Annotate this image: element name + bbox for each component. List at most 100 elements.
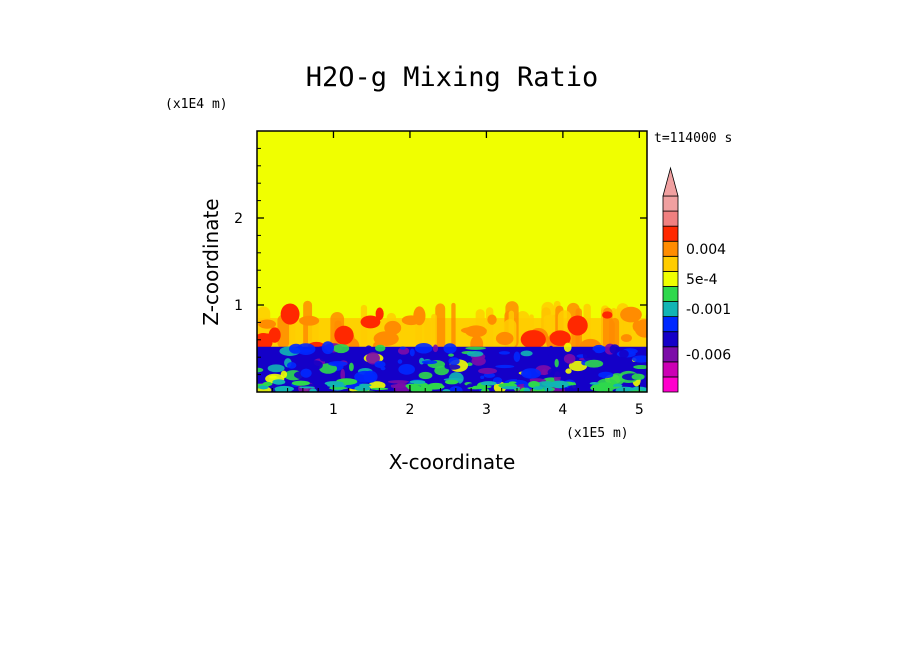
hot-spot <box>258 319 277 329</box>
y-scale-label: (x1E4 m) <box>165 97 228 112</box>
eddy <box>547 367 568 378</box>
surface-eddy <box>405 383 417 389</box>
eddy <box>432 344 439 353</box>
eddy <box>513 351 521 363</box>
eddy <box>288 343 304 354</box>
eddy <box>478 367 498 375</box>
x-tick-label: 2 <box>405 402 414 418</box>
y-tick-label: 2 <box>234 211 243 227</box>
eddy <box>521 368 541 379</box>
colorbar-segment <box>662 270 679 287</box>
surface-eddy <box>480 381 497 386</box>
surface-eddy <box>528 381 540 388</box>
eddy <box>374 360 386 368</box>
eddy <box>580 376 585 381</box>
colorbar-labels: -0.006 -0.001 5e-4 0.004 <box>686 242 731 364</box>
surface-eddy <box>508 381 517 384</box>
plot-frame <box>256 130 648 393</box>
colorbar-segment <box>662 316 679 333</box>
eddy <box>434 365 449 376</box>
eddy <box>444 364 461 370</box>
y-axis-label: Z-coordinate <box>199 198 223 325</box>
eddy <box>387 382 392 392</box>
eddy <box>267 364 285 373</box>
hot-spot <box>299 315 320 326</box>
hot-spot <box>632 320 642 332</box>
eddy <box>348 362 354 372</box>
eddy <box>300 368 312 378</box>
eddy <box>307 360 323 370</box>
colorbar-segment <box>662 346 679 363</box>
plume <box>485 307 494 349</box>
hot-spot <box>495 331 514 346</box>
eddy <box>280 370 288 379</box>
x-tick-label: 1 <box>329 402 338 418</box>
eddy <box>269 375 277 379</box>
surface-eddy <box>272 379 286 385</box>
colorbar-segment <box>662 255 679 272</box>
eddy <box>418 371 433 380</box>
colorbar-segment <box>662 376 679 393</box>
eddy <box>631 355 647 363</box>
eddy <box>565 368 572 374</box>
plume <box>307 318 319 349</box>
eddy <box>398 364 416 375</box>
eddy <box>563 342 572 352</box>
colorbar-label: -0.006 <box>686 347 731 363</box>
eddy <box>568 384 586 392</box>
surface-eddy <box>533 386 544 390</box>
plume <box>435 303 446 349</box>
hot-spot <box>549 330 571 346</box>
eddy <box>495 364 515 369</box>
colorbar-segment <box>662 286 679 302</box>
eddy <box>633 365 647 370</box>
surface-eddy <box>291 380 310 386</box>
x-scale-label: (x1E5 m) <box>566 426 629 441</box>
eddy <box>480 375 485 380</box>
surface-eddy <box>359 383 372 387</box>
hot-spot <box>602 311 613 319</box>
colorbar-segment <box>662 361 679 378</box>
hot-spot <box>620 306 642 323</box>
colorbar-segment <box>662 301 679 318</box>
surface-eddy <box>258 385 269 390</box>
eddy <box>609 344 621 355</box>
hot-spot <box>567 315 588 336</box>
surface-eddy <box>299 386 315 389</box>
chart-title: H2O-g Mixing Ratio <box>306 62 599 93</box>
eddy <box>328 361 348 367</box>
hot-spot <box>268 327 281 343</box>
hot-spot <box>257 332 273 351</box>
hot-spot <box>460 326 487 335</box>
colorbar-extend-arrow <box>662 166 679 197</box>
eddy <box>319 363 338 374</box>
eddy <box>399 346 406 350</box>
time-label: t=114000 s <box>654 131 732 146</box>
hot-spot <box>520 330 546 349</box>
surface-eddy <box>481 388 490 392</box>
eddy <box>498 351 511 355</box>
eddy <box>448 353 454 357</box>
colorbar-label: 5e-4 <box>686 272 718 288</box>
eddy <box>448 357 460 366</box>
y-axis: 12 <box>234 147 647 376</box>
surface-eddy <box>523 387 531 392</box>
eddy <box>421 360 438 365</box>
eddy <box>397 359 403 364</box>
colorbar <box>662 166 679 393</box>
eddy <box>321 341 335 355</box>
eddy <box>598 371 614 379</box>
eddy <box>409 348 415 357</box>
hot-spot <box>334 325 354 345</box>
surface-eddy <box>543 387 553 391</box>
eddy <box>631 373 645 381</box>
surface-eddy <box>420 384 437 389</box>
surface-eddy <box>467 386 484 390</box>
colorbar-segment <box>662 210 679 227</box>
eddy <box>414 342 433 354</box>
x-tick-label: 4 <box>558 402 567 418</box>
hot-spot <box>360 315 381 329</box>
eddy <box>584 359 604 368</box>
surface-eddy <box>444 379 459 385</box>
surface-eddy <box>327 384 347 388</box>
